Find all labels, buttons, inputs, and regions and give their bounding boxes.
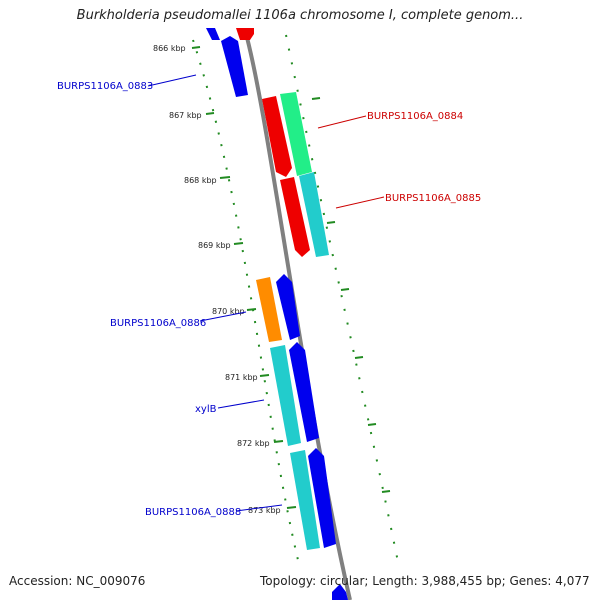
cog-0884[interactable] — [280, 92, 312, 176]
major-ticks — [191, 46, 391, 509]
tick-label: 873 kbp — [248, 506, 281, 515]
gene-burps1106a-0885[interactable] — [280, 177, 310, 257]
leader-lines — [147, 74, 385, 512]
outer-dotted-track — [192, 39, 299, 561]
partial-gene-top-red[interactable] — [236, 28, 254, 40]
genome-summary-text: Topology: circular; Length: 3,988,455 bp… — [260, 574, 590, 588]
gene-label-0888[interactable]: BURPS1106A_0888 — [145, 507, 241, 518]
tick-label: 868 kbp — [184, 176, 217, 185]
gene-xylb-cog[interactable] — [270, 345, 301, 446]
gene-burps1106a-0888-cog[interactable] — [290, 450, 320, 550]
gene-labels: BURPS1106A_0883 BURPS1106A_0884 BURPS110… — [57, 81, 481, 518]
gene-burps1106a-0888[interactable] — [308, 448, 336, 548]
gene-0886-partner[interactable] — [276, 274, 300, 340]
gene-burps1106a-0884[interactable] — [262, 96, 292, 177]
dotted-tracks — [192, 34, 399, 563]
gene-burps1106a-0886[interactable] — [256, 277, 282, 342]
tick-label: 869 kbp — [198, 241, 231, 250]
gene-label-0886[interactable]: BURPS1106A_0886 — [110, 318, 206, 329]
tick-label: 872 kbp — [237, 439, 270, 448]
tick-label: 867 kbp — [169, 111, 202, 120]
map-title: Burkholderia pseudomallei 1106a chromoso… — [76, 8, 524, 23]
tick-label: 870 kbp — [212, 307, 245, 316]
cog-0885[interactable] — [299, 172, 329, 257]
accession-text: Accession: NC_009076 — [9, 574, 146, 588]
gene-label-xylb[interactable]: xylB — [195, 404, 217, 415]
gene-xylb[interactable] — [289, 342, 319, 442]
partial-gene-top-blue[interactable] — [206, 28, 220, 40]
kbp-labels: 866 kbp 867 kbp 868 kbp 869 kbp 870 kbp … — [153, 44, 281, 515]
partial-gene-bottom-blue[interactable] — [332, 584, 348, 600]
gene-label-0884[interactable]: BURPS1106A_0884 — [367, 111, 463, 122]
tick-label: 866 kbp — [153, 44, 186, 53]
gene-label-0883[interactable]: BURPS1106A_0883 — [57, 81, 153, 92]
gene-label-0885[interactable]: BURPS1106A_0885 — [385, 193, 481, 204]
tick-label: 871 kbp — [225, 373, 258, 382]
gene-burps1106a-0883[interactable] — [221, 36, 248, 97]
